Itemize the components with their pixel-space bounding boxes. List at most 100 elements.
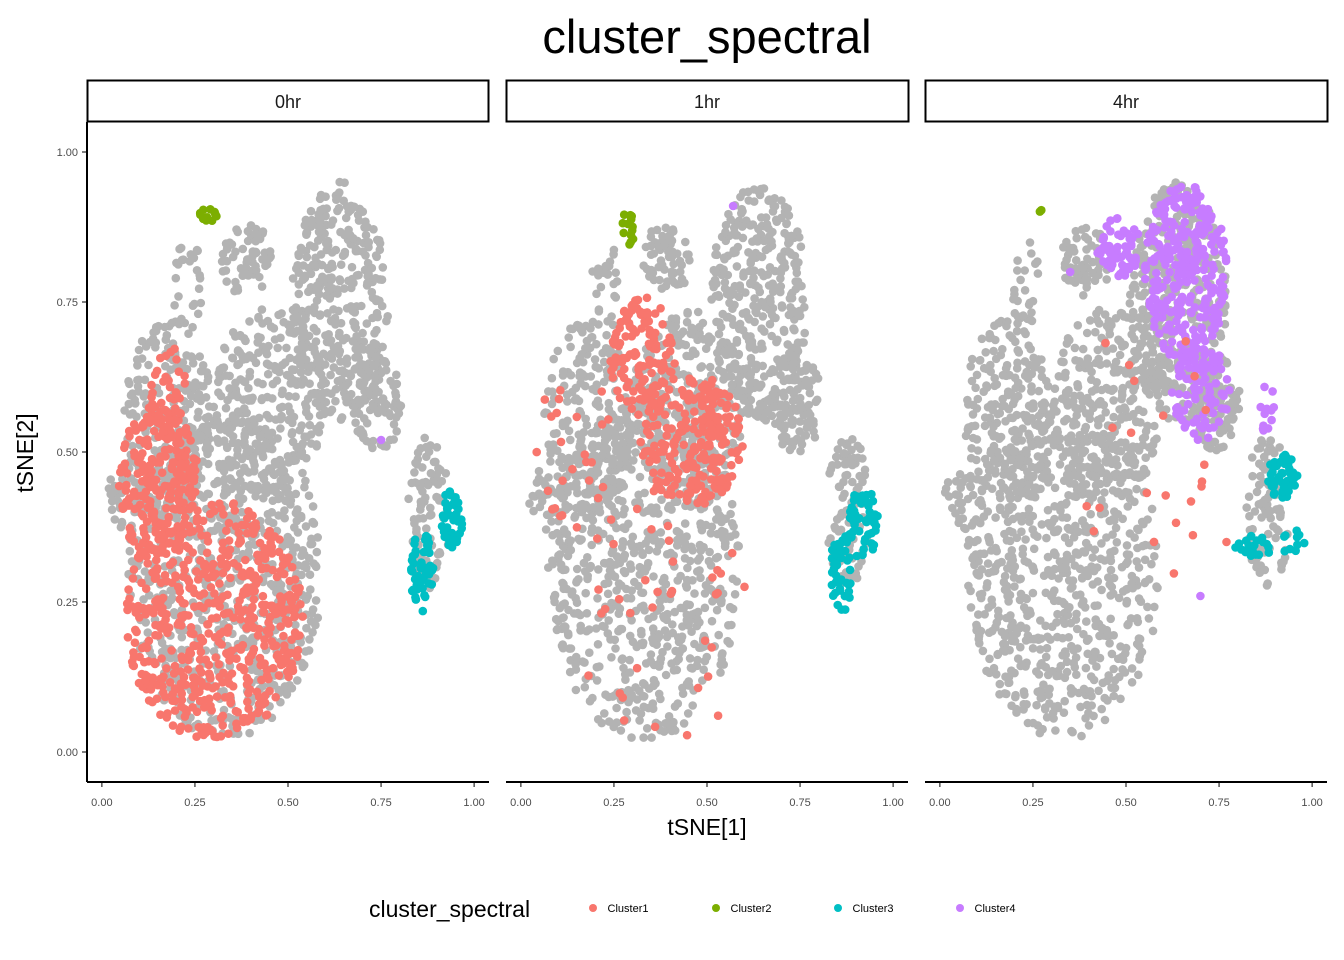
background-point [663, 277, 672, 286]
point-cluster1 [202, 548, 212, 558]
background-point [254, 272, 264, 282]
background-point [321, 331, 330, 340]
point-cluster3 [442, 504, 452, 513]
background-point [599, 377, 609, 387]
background-point [797, 281, 806, 291]
background-point [192, 245, 202, 255]
point-cluster1 [587, 458, 596, 467]
background-point [265, 247, 275, 256]
background-point [312, 281, 322, 291]
background-point [571, 659, 580, 669]
point-cluster1 [165, 560, 175, 570]
point-cluster1 [645, 325, 654, 335]
background-point [575, 323, 585, 333]
point-cluster1 [132, 627, 141, 637]
point-cluster1 [244, 704, 253, 713]
background-point [332, 195, 341, 204]
background-point [381, 365, 391, 375]
point-cluster1 [208, 683, 217, 693]
point-cluster1 [556, 437, 566, 447]
point-cluster1 [628, 396, 637, 405]
point-cluster1 [699, 472, 708, 481]
background-point [860, 470, 870, 480]
background-point [562, 529, 572, 539]
point-cluster1 [293, 645, 303, 655]
point-cluster1 [621, 332, 630, 341]
background-point [652, 503, 661, 512]
background-point [595, 507, 605, 517]
background-point [301, 476, 310, 486]
background-point [548, 559, 558, 569]
point-cluster1 [139, 436, 149, 446]
background-point [611, 432, 620, 442]
point-cluster1 [255, 653, 265, 663]
background-point [363, 278, 372, 288]
point-cluster1 [204, 660, 214, 670]
point-cluster1 [144, 657, 153, 666]
point-cluster1 [554, 394, 564, 404]
background-point [345, 205, 355, 215]
point-cluster1 [620, 306, 629, 316]
background-point [281, 496, 290, 506]
background-point [297, 380, 307, 389]
point-cluster1 [650, 381, 660, 390]
point-cluster1 [127, 530, 137, 540]
point-cluster3 [428, 563, 438, 573]
background-point [783, 374, 793, 384]
point-cluster1 [190, 466, 200, 475]
point-cluster1 [210, 633, 220, 642]
background-point [682, 600, 692, 609]
point-cluster1 [622, 382, 632, 392]
point-cluster1 [129, 565, 139, 574]
background-point [363, 372, 372, 382]
background-point [214, 524, 224, 533]
background-point [241, 336, 250, 346]
background-point [316, 216, 325, 225]
point-cluster1 [662, 423, 672, 433]
point-cluster1 [219, 609, 229, 619]
background-point [339, 284, 349, 293]
background-point [233, 445, 242, 455]
background-point [240, 263, 250, 273]
background-point [291, 508, 301, 518]
background-point [591, 399, 601, 409]
background-point [313, 533, 323, 542]
point-cluster1 [178, 471, 187, 481]
background-point [602, 444, 612, 454]
background-point [787, 307, 797, 317]
point-cluster1 [706, 464, 716, 473]
point-cluster1 [171, 684, 180, 694]
background-point [720, 284, 730, 293]
background-point [756, 184, 766, 194]
point-cluster1 [556, 511, 565, 521]
background-point [681, 581, 691, 590]
point-cluster1 [154, 631, 163, 640]
point-cluster1 [230, 506, 240, 515]
background-point [261, 261, 270, 271]
point-cluster1 [163, 518, 172, 527]
background-point [228, 252, 238, 262]
background-point [245, 367, 255, 377]
background-point [106, 489, 115, 499]
background-point [125, 410, 135, 419]
point-cluster1 [593, 493, 603, 503]
background-point [848, 435, 857, 444]
point-cluster1 [138, 643, 147, 653]
point-cluster1 [239, 663, 248, 673]
background-point [287, 683, 297, 693]
point-cluster1 [243, 717, 252, 726]
background-point [617, 543, 627, 552]
point-cluster1 [196, 647, 206, 657]
point-cluster1 [161, 692, 170, 702]
background-point [668, 628, 677, 638]
point-cluster1 [128, 660, 138, 670]
background-point [314, 289, 324, 299]
background-point [298, 468, 307, 478]
background-point [611, 644, 620, 653]
point-cluster1 [206, 674, 215, 683]
background-point [249, 466, 259, 476]
background-point [711, 250, 720, 259]
point-cluster1 [242, 680, 252, 689]
point-cluster1 [677, 385, 687, 395]
background-point [592, 676, 602, 685]
